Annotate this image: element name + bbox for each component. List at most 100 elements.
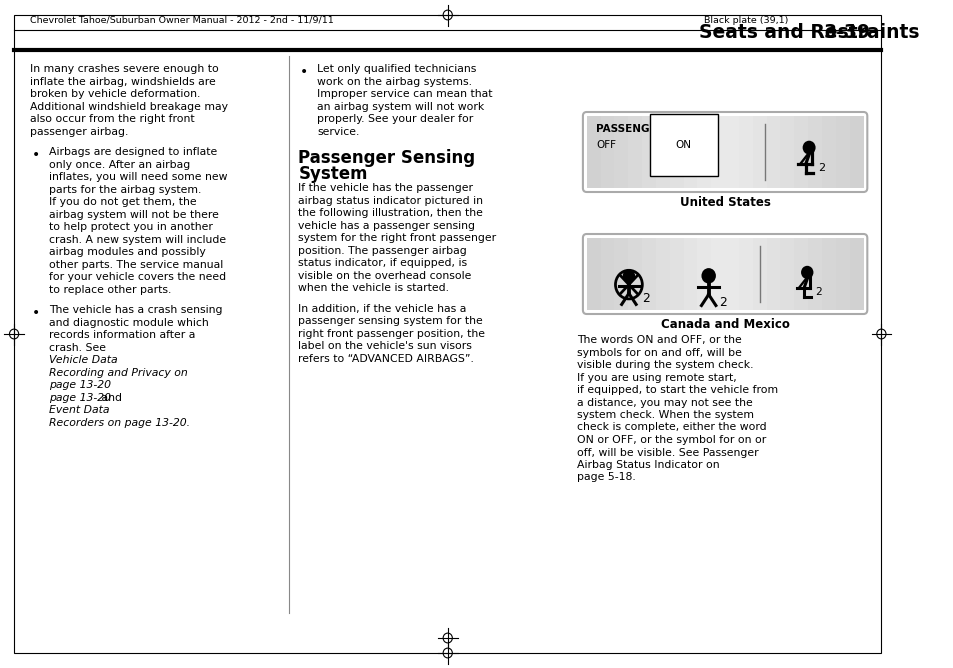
Text: if equipped, to start the vehicle from: if equipped, to start the vehicle from [577,385,778,395]
Text: an airbag system will not work: an airbag system will not work [317,102,484,112]
Text: for your vehicle covers the need: for your vehicle covers the need [49,272,226,282]
Bar [641,116,656,188]
Text: airbag system will not be there: airbag system will not be there [49,210,218,220]
Text: •: • [300,65,308,79]
Text: passenger sensing system for the: passenger sensing system for the [298,316,483,326]
Text: 2: 2 [719,296,726,309]
Text: System: System [298,165,368,183]
Text: parts for the airbag system.: parts for the airbag system. [49,184,201,194]
Text: status indicator, if equipped, is: status indicator, if equipped, is [298,258,467,268]
Bar [724,238,739,310]
Bar [599,116,614,188]
Bar [683,238,698,310]
Text: page 5-18.: page 5-18. [577,472,636,482]
Bar [599,238,614,310]
Text: broken by vehicle deformation.: broken by vehicle deformation. [30,89,200,99]
Text: Seats and Restraints: Seats and Restraints [699,23,919,42]
Circle shape [700,268,715,283]
Bar [766,116,781,188]
Text: OFF: OFF [596,140,616,150]
Bar [627,238,641,310]
Text: the following illustration, then the: the following illustration, then the [298,208,483,218]
Bar [614,116,628,188]
Text: refers to “ADVANCED AIRBAGS”.: refers to “ADVANCED AIRBAGS”. [298,353,474,363]
Text: In many crashes severe enough to: In many crashes severe enough to [30,64,218,74]
Text: properly. See your dealer for: properly. See your dealer for [317,114,473,124]
Text: to replace other parts.: to replace other parts. [49,285,171,295]
Text: inflates, you will need some new: inflates, you will need some new [49,172,227,182]
Bar [780,116,794,188]
Bar [821,116,836,188]
Bar [586,238,600,310]
Text: 3-39: 3-39 [823,23,870,42]
Bar [669,238,683,310]
Bar [752,238,766,310]
Text: other parts. The service manual: other parts. The service manual [49,259,223,269]
Text: PASSENGER AIRBAG: PASSENGER AIRBAG [596,124,712,134]
Text: The vehicle has a crash sensing: The vehicle has a crash sensing [49,305,222,315]
Bar [807,116,821,188]
Text: right front passenger position, the: right front passenger position, the [298,329,485,339]
Bar [739,238,753,310]
Bar [835,116,849,188]
Bar [780,238,794,310]
Text: The words ON and OFF, or the: The words ON and OFF, or the [577,335,741,345]
Bar [656,116,670,188]
Text: position. The passenger airbag: position. The passenger airbag [298,246,467,255]
Text: Vehicle Data: Vehicle Data [49,355,117,365]
Text: also occur from the right front: also occur from the right front [30,114,194,124]
Bar [821,238,836,310]
Bar [627,116,641,188]
Text: Recorders on page 13-20.: Recorders on page 13-20. [49,418,190,428]
Text: 2: 2 [817,163,824,173]
Bar [669,116,683,188]
Text: •: • [31,306,40,320]
Text: ON: ON [675,140,691,150]
Text: when the vehicle is started.: when the vehicle is started. [298,283,449,293]
Text: only once. After an airbag: only once. After an airbag [49,160,190,170]
Bar [724,116,739,188]
Text: page 13-20: page 13-20 [49,380,111,390]
Text: off, will be visible. See Passenger: off, will be visible. See Passenger [577,448,758,458]
Bar [835,238,849,310]
Bar [697,238,711,310]
Text: Chevrolet Tahoe/Suburban Owner Manual - 2012 - 2nd - 11/9/11: Chevrolet Tahoe/Suburban Owner Manual - … [30,15,334,25]
Text: airbag modules and possibly: airbag modules and possibly [49,247,205,257]
Text: United States: United States [679,196,770,209]
Text: Airbags are designed to inflate: Airbags are designed to inflate [49,147,217,157]
Bar [849,238,863,310]
Text: Airbag Status Indicator on: Airbag Status Indicator on [577,460,720,470]
Text: service.: service. [317,126,359,136]
Text: Black plate (39,1): Black plate (39,1) [703,15,787,25]
Text: to help protect you in another: to help protect you in another [49,222,213,232]
Text: records information after a: records information after a [49,330,195,340]
Bar [614,238,628,310]
Text: In addition, if the vehicle has a: In addition, if the vehicle has a [298,303,466,313]
Bar [849,116,863,188]
Bar [739,116,753,188]
Bar [711,238,725,310]
Text: Passenger Sensing: Passenger Sensing [298,149,476,167]
Text: work on the airbag systems.: work on the airbag systems. [317,77,472,86]
Text: Canada and Mexico: Canada and Mexico [660,318,789,331]
Text: Improper service can mean that: Improper service can mean that [317,89,493,99]
Bar [586,116,600,188]
Text: Additional windshield breakage may: Additional windshield breakage may [30,102,228,112]
Text: Recording and Privacy on: Recording and Privacy on [49,367,188,377]
Text: passenger airbag.: passenger airbag. [30,126,129,136]
Text: •: • [31,148,40,162]
Text: and diagnostic module which: and diagnostic module which [49,317,209,327]
Bar [697,116,711,188]
Text: crash. See: crash. See [49,343,110,353]
Text: and: and [97,393,125,403]
Text: If the vehicle has the passenger: If the vehicle has the passenger [298,183,473,193]
Text: If you are using remote start,: If you are using remote start, [577,373,737,383]
Bar [766,238,781,310]
Bar [794,238,808,310]
Circle shape [622,269,635,283]
Text: ON or OFF, or the symbol for on or: ON or OFF, or the symbol for on or [577,435,765,445]
Text: page 13-20: page 13-20 [49,393,111,403]
Text: system check. When the system: system check. When the system [577,410,754,420]
Text: vehicle has a passenger sensing: vehicle has a passenger sensing [298,220,475,230]
Bar [683,116,698,188]
